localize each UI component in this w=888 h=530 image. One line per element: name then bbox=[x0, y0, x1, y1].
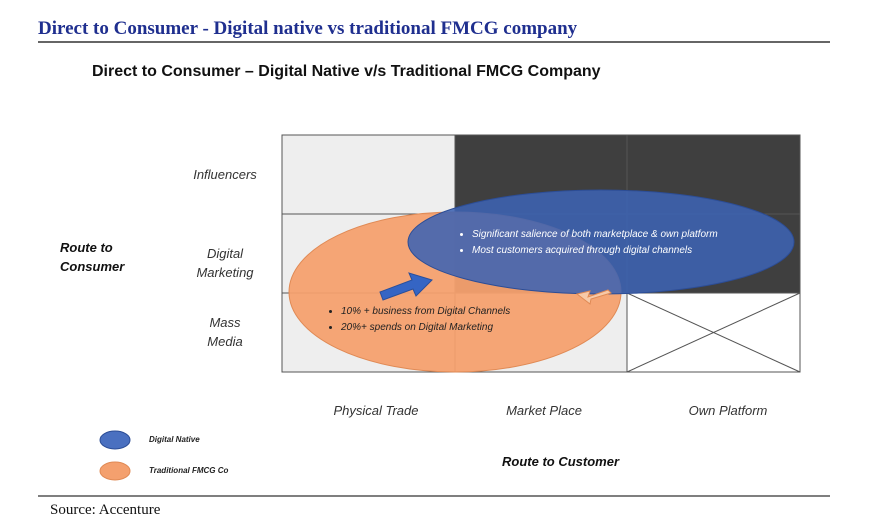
row-label: Digital Marketing bbox=[196, 246, 254, 280]
traditional-bullets: 10% + business from Digital Channels 20%… bbox=[325, 304, 591, 336]
x-axis-title: Route to Customer bbox=[502, 454, 619, 469]
row-label: Mass Media bbox=[207, 315, 243, 349]
legend-label: Digital Native bbox=[149, 435, 200, 444]
column-label: Market Place bbox=[506, 403, 582, 418]
shift-arrow bbox=[575, 289, 612, 305]
column-label: Physical Trade bbox=[333, 403, 419, 418]
bullet: Most customers acquired through digital … bbox=[472, 243, 812, 259]
digital-native-bullets: Significant salience of both marketplace… bbox=[456, 227, 812, 259]
bullet: 10% + business from Digital Channels bbox=[341, 304, 591, 320]
source: Source: Accenture bbox=[50, 502, 161, 518]
y-axis-title: Route to Consumer bbox=[60, 240, 125, 274]
row-label: Influencers bbox=[193, 167, 257, 182]
bullet: Significant salience of both marketplace… bbox=[472, 227, 812, 243]
diagram-title: Direct to Consumer – Digital Native v/s … bbox=[92, 63, 601, 80]
column-label: Own Platform bbox=[688, 403, 768, 418]
legend-swatch bbox=[99, 461, 131, 481]
legend-swatch bbox=[99, 430, 131, 450]
shift-arrow bbox=[379, 272, 433, 301]
header-title: Direct to Consumer - Digital native vs t… bbox=[38, 18, 578, 39]
bullet: 20%+ spends on Digital Marketing bbox=[341, 320, 591, 336]
legend-label: Traditional FMCG Co bbox=[149, 466, 229, 475]
